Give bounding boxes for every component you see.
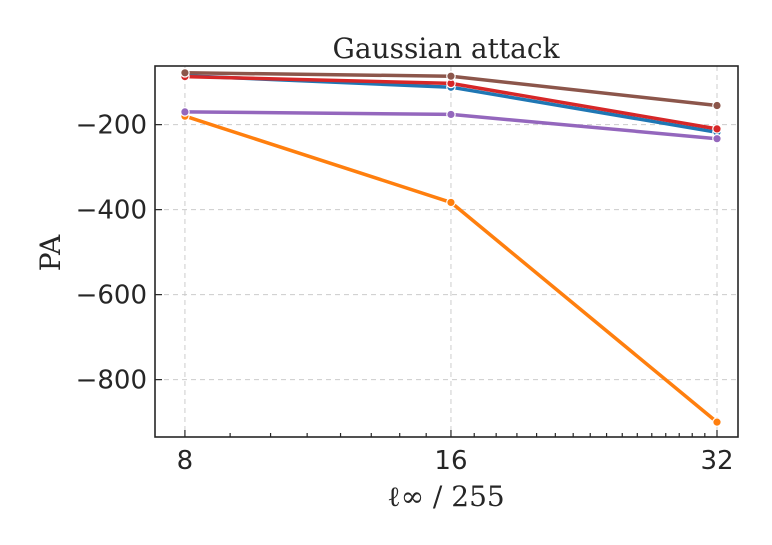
data-point: [712, 100, 722, 111]
x-tick-label: 32: [700, 446, 733, 476]
x-tick-label: 16: [434, 446, 467, 476]
grid-lines: [155, 66, 738, 437]
x-tick-label: 8: [177, 446, 194, 476]
y-tick-label: −800: [76, 366, 147, 396]
y-axis-label: PA: [34, 234, 67, 271]
data-point: [712, 417, 722, 427]
series-layer: [180, 67, 722, 427]
data-point: [180, 67, 190, 78]
plot-frame: [154, 65, 739, 438]
axis-ticks: 8 16 32 −200 −400 −600 −800: [76, 111, 734, 476]
data-point: [446, 71, 456, 81]
data-point: [180, 107, 190, 117]
data-point: [446, 109, 456, 120]
y-tick-label: −600: [76, 281, 147, 311]
data-point: [712, 124, 722, 134]
x-axis-label: ℓ∞ / 255: [387, 480, 504, 513]
chart-title: Gaussian attack: [333, 32, 561, 65]
y-tick-label: −400: [76, 196, 147, 226]
data-point: [446, 197, 456, 208]
data-point: [712, 133, 722, 144]
y-tick-label: −200: [76, 111, 147, 141]
